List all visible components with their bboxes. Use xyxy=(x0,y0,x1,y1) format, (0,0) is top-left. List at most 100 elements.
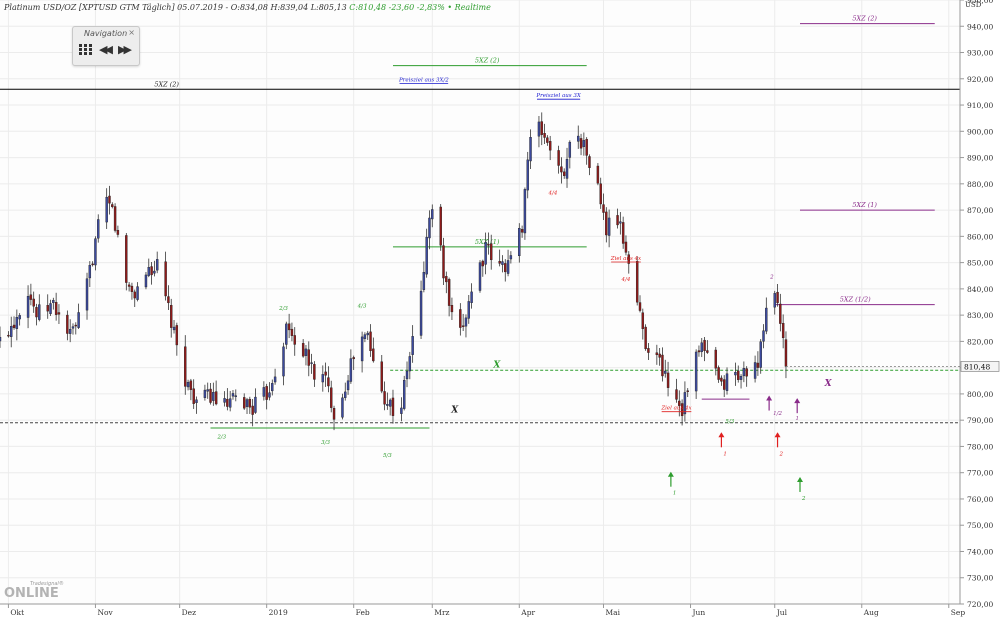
candle xyxy=(223,391,226,407)
candle xyxy=(694,349,698,399)
candle xyxy=(88,261,92,287)
navigation-panel: Navigation × ◀◀ ▶▶ xyxy=(72,26,140,66)
candle-body xyxy=(77,312,80,328)
candle-body xyxy=(762,330,765,342)
candle-body xyxy=(694,351,698,392)
candle-body xyxy=(29,294,33,300)
candle xyxy=(504,259,507,282)
candle xyxy=(0,326,2,348)
level-label: 5XZ (2) xyxy=(852,15,877,23)
candle xyxy=(498,249,501,267)
candle-body xyxy=(133,291,136,299)
arrow-head xyxy=(774,432,781,438)
plot-area xyxy=(0,0,960,604)
candle-body xyxy=(737,370,740,380)
candle xyxy=(675,378,678,403)
candle-body xyxy=(745,368,748,377)
candle xyxy=(666,361,670,397)
y-tick-label: 860,00 xyxy=(967,232,993,241)
close-icon[interactable]: × xyxy=(128,28,135,37)
candle xyxy=(644,324,647,351)
candle xyxy=(459,303,462,336)
candle-body xyxy=(638,302,642,311)
candle-body xyxy=(557,150,560,166)
candle xyxy=(77,303,80,330)
navigation-title: Navigation xyxy=(84,29,128,38)
fast-forward-icon[interactable]: ▶▶ xyxy=(118,43,132,56)
grid-menu-icon[interactable] xyxy=(79,44,93,56)
candle xyxy=(686,388,689,398)
candle xyxy=(172,320,176,334)
candle xyxy=(431,204,434,228)
candle xyxy=(130,282,134,300)
candle-body xyxy=(431,209,434,220)
candle-body xyxy=(310,362,313,364)
candle-body xyxy=(285,323,288,345)
candle-body xyxy=(251,405,254,415)
candle-body xyxy=(501,261,504,265)
candle-body xyxy=(12,324,16,328)
candle-body xyxy=(678,400,681,406)
y-tick-label: 950,00 xyxy=(967,0,993,5)
x-tick-label: Aug xyxy=(863,608,879,617)
candle-body xyxy=(68,328,72,334)
candle xyxy=(15,309,19,341)
arrows: 1 1 2 2 xyxy=(667,395,806,502)
candle xyxy=(638,295,642,313)
candle-body xyxy=(313,364,316,380)
candle xyxy=(781,314,785,349)
candle xyxy=(251,399,254,427)
level-label: 5XZ (2) xyxy=(154,80,179,88)
arrow-label: 1 xyxy=(673,491,677,497)
chart-header: Platinum USD/OZ [XPTUSD GTM Täglich] 05.… xyxy=(4,3,491,12)
candle xyxy=(596,163,600,186)
candle-body xyxy=(602,204,605,213)
y-tick-label: 940,00 xyxy=(967,22,993,31)
candle xyxy=(38,294,41,322)
candle xyxy=(411,325,414,363)
candle xyxy=(723,375,726,398)
candle xyxy=(563,168,566,179)
candle xyxy=(35,303,38,326)
candle-body xyxy=(408,356,412,372)
candle-body xyxy=(439,206,442,246)
candle-body xyxy=(450,305,454,313)
level-label: 5XZ (1/2) xyxy=(840,296,871,304)
candle-body xyxy=(242,397,246,409)
candle xyxy=(155,251,159,274)
candle xyxy=(380,355,383,394)
candle-body xyxy=(655,352,659,356)
candle-body xyxy=(293,335,296,345)
rewind-icon[interactable]: ◀◀ xyxy=(99,43,113,56)
candle-body xyxy=(644,326,647,350)
candle-body xyxy=(209,388,212,403)
candle-body xyxy=(683,392,687,415)
candle xyxy=(94,236,97,271)
y-tick-label: 770,00 xyxy=(967,469,993,478)
candle xyxy=(97,214,100,243)
candle-body xyxy=(565,158,569,179)
candle-body xyxy=(481,260,485,267)
candle-body xyxy=(773,293,776,308)
candle xyxy=(226,388,229,411)
candle xyxy=(428,210,431,250)
candle xyxy=(655,344,659,365)
candle xyxy=(245,397,249,415)
candle-body xyxy=(717,367,720,380)
candle-body xyxy=(380,361,383,392)
candle-body xyxy=(372,348,375,362)
candle-body xyxy=(91,263,94,266)
candle-body xyxy=(388,399,392,407)
candle-body xyxy=(484,242,487,265)
candle-body xyxy=(46,305,49,312)
candle xyxy=(310,353,313,374)
instrument-info: Platinum USD/OZ [XPTUSD GTM Täglich] 05.… xyxy=(4,3,347,12)
candle xyxy=(7,331,10,338)
candle-body xyxy=(346,380,350,391)
candle xyxy=(779,293,782,332)
candle-body xyxy=(442,245,445,279)
signal-arrow: 2 xyxy=(797,476,806,502)
candle-body xyxy=(214,391,218,405)
